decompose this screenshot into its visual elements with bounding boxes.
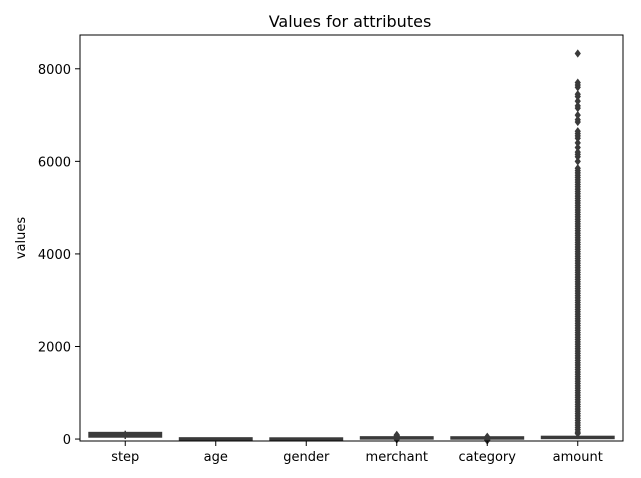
- y-tick-label: 6000: [38, 155, 71, 170]
- y-axis-label: values: [14, 217, 29, 260]
- x-tick-label-merchant: merchant: [366, 450, 428, 465]
- box-step: [88, 430, 163, 440]
- box-age: [178, 437, 253, 441]
- outlier-amount: [574, 78, 581, 87]
- outlier-amount: [574, 147, 581, 157]
- plot-area: [88, 49, 615, 445]
- outlier-amount: [574, 90, 581, 99]
- outlier-amount: [574, 164, 581, 173]
- outlier-amount: [574, 101, 581, 110]
- outlier-amount: [574, 138, 581, 148]
- box-amount: [540, 49, 615, 440]
- outlier-merchant: [393, 430, 400, 440]
- outlier-amount: [574, 110, 581, 120]
- x-tick-label-amount: amount: [553, 450, 603, 465]
- outlier-amount: [574, 127, 581, 136]
- x-tick-label-category: category: [459, 450, 517, 465]
- x-axis-ticks: step age gender merchant category amount: [111, 441, 603, 465]
- box-merchant: [359, 430, 434, 444]
- x-tick-label-gender: gender: [283, 450, 330, 465]
- outlier-category: [484, 432, 491, 441]
- x-tick-label-step: step: [111, 450, 139, 465]
- outlier-amount: [574, 143, 581, 152]
- y-tick-label: 8000: [38, 63, 71, 78]
- box-gender: [269, 437, 344, 441]
- y-tick-label: 0: [63, 433, 71, 448]
- outlier-amount: [574, 157, 581, 166]
- outlier-amount: [574, 49, 581, 58]
- y-tick-label: 2000: [38, 340, 71, 355]
- x-tick-label-age: age: [204, 450, 228, 465]
- chart-title: Values for attributes: [269, 12, 432, 31]
- outlier-amount: [574, 97, 581, 106]
- outlier-amount: [574, 115, 581, 124]
- axes-frame: [79, 34, 624, 442]
- y-axis-ticks: 0 2000 4000 6000 8000: [38, 63, 80, 448]
- y-tick-label: 4000: [38, 248, 71, 263]
